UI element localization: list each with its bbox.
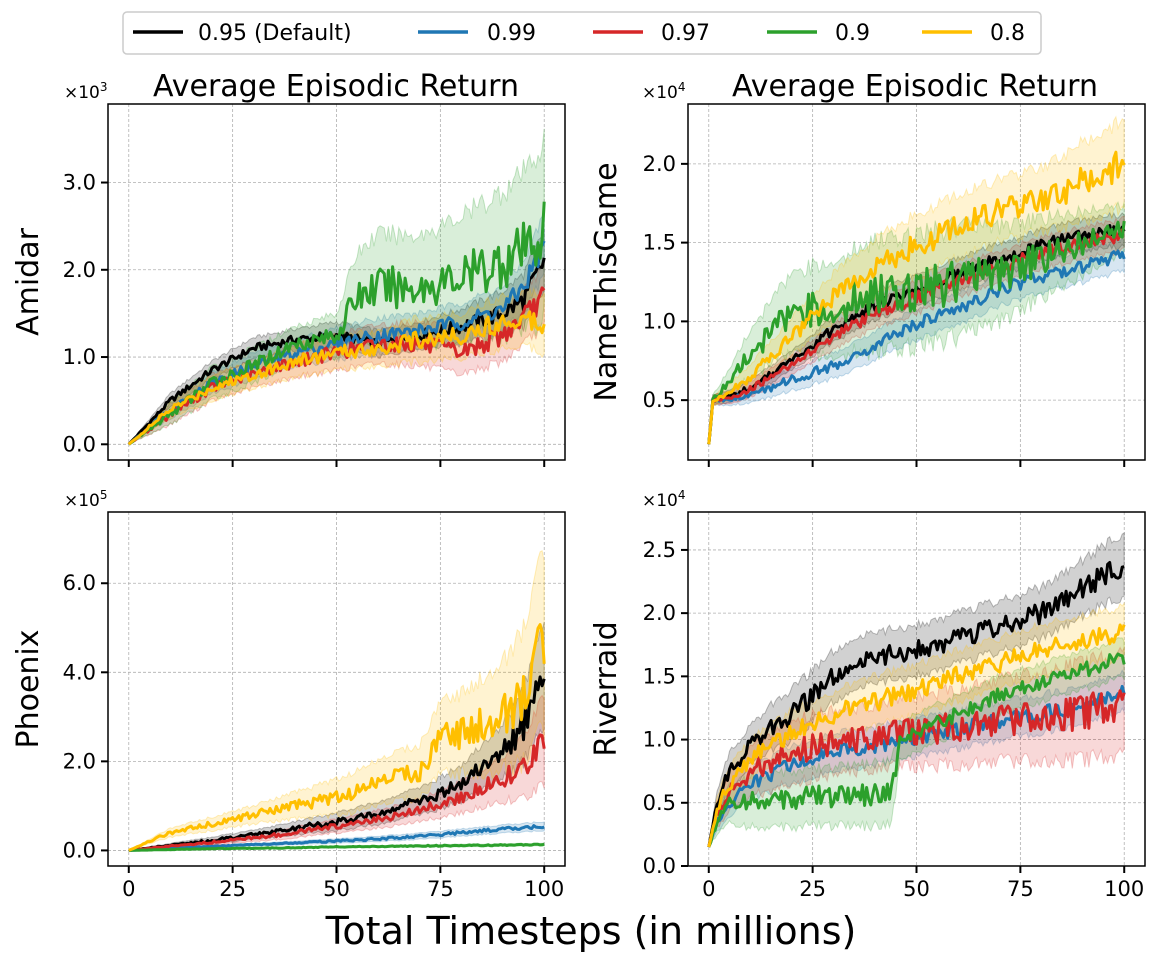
- x-tick-label: 75: [427, 877, 454, 901]
- plot-area: [127, 128, 546, 446]
- plot-area: [707, 115, 1126, 445]
- axis-multiplier: ×105: [64, 488, 108, 511]
- y-tick-label: 4.0: [63, 660, 96, 684]
- series-line-1: [128, 824, 545, 852]
- plot-area: [707, 532, 1126, 848]
- y-tick-label: 2.5: [643, 538, 676, 562]
- axis-multiplier-exponent: 5: [100, 488, 108, 502]
- legend-label-3: 0.9: [835, 21, 870, 46]
- x-axis-label: Total Timesteps (in millions): [325, 909, 857, 953]
- legend-label-4: 0.8: [990, 21, 1025, 46]
- x-tick-label: 100: [1104, 877, 1144, 901]
- y-tick-label: 2.0: [63, 258, 96, 282]
- panel-phoenix: 0 25 50 75 100 0.0 2.0 4.0 6.0 ×105 Phoenix: [11, 488, 566, 901]
- y-tick-label: 2.0: [63, 749, 96, 773]
- y-tick-label: 0.0: [63, 432, 96, 456]
- legend-entry-4: 0.8: [922, 21, 1025, 46]
- y-tick-label: 6.0: [63, 571, 96, 595]
- axis-multiplier: ×104: [642, 80, 686, 103]
- y-axis-label: Amidar: [11, 227, 46, 336]
- panel-namethisgame: 0.5 1.0 1.5 2.0 ×104 Average Episodic Return N…: [589, 69, 1146, 467]
- x-tick-label: 25: [219, 877, 246, 901]
- x-tick-label: 25: [799, 877, 826, 901]
- series-line-4: [128, 623, 546, 852]
- axis-multiplier-exponent: 4: [678, 80, 686, 94]
- legend: 0.95 (Default) 0.99 0.97 0.9 0.8: [122, 11, 1042, 55]
- y-tick-label: 3.0: [63, 171, 96, 195]
- panel-amidar: 0.0 1.0 2.0 3.0 ×103 Average Episodic Return A…: [11, 69, 566, 467]
- y-axis-label: Phoenix: [11, 629, 46, 748]
- y-axis-label: NameThisGame: [589, 162, 624, 401]
- y-tick-label: 0.5: [643, 791, 676, 815]
- series-band-0: [708, 532, 1125, 848]
- axis-multiplier: ×104: [642, 488, 686, 511]
- legend-label-2: 0.97: [661, 21, 710, 46]
- legend-entry-0: 0.95 (Default): [133, 21, 352, 46]
- y-tick-label: 1.5: [643, 231, 676, 255]
- x-tick-label: 0: [702, 877, 715, 901]
- axis-multiplier-exponent: 3: [100, 80, 108, 94]
- legend-label-1: 0.99: [487, 21, 536, 46]
- legend-entry-1: 0.99: [418, 21, 536, 46]
- panel-title: Average Episodic Return: [732, 69, 1098, 104]
- x-tick-label: 100: [524, 877, 564, 901]
- y-tick-label: 2.0: [643, 601, 676, 625]
- series-line-4: [127, 310, 546, 446]
- y-tick-label: 0.0: [63, 838, 96, 862]
- series-line-2: [707, 689, 1126, 848]
- y-tick-label: 0.5: [643, 388, 676, 412]
- axis-multiplier-exponent: 4: [678, 488, 686, 502]
- panel-title: Average Episodic Return: [153, 69, 519, 104]
- series-line-4: [707, 623, 1126, 848]
- x-tick-label: 75: [1007, 877, 1034, 901]
- y-tick-label: 1.0: [643, 309, 676, 333]
- series-line-4: [707, 150, 1126, 445]
- series-line-0: [707, 561, 1125, 848]
- y-tick-label: 1.5: [643, 664, 676, 688]
- y-tick-label: 1.0: [63, 345, 96, 369]
- series-line-3: [128, 842, 545, 852]
- y-tick-label: 1.0: [643, 728, 676, 752]
- plot-area: [128, 550, 546, 852]
- x-tick-label: 50: [903, 877, 930, 901]
- series-line-3: [707, 652, 1126, 848]
- legend-entry-3: 0.9: [767, 21, 870, 46]
- series-line-1: [707, 249, 1126, 445]
- y-tick-label: 0.0: [643, 854, 676, 878]
- series-line-2: [128, 733, 546, 852]
- series-line-3: [707, 220, 1126, 445]
- panel-riverraid: 0 25 50 75 100 0.0 0.5 1.0 1.5 2.0 2.5 ×104 Riverrai…: [589, 488, 1146, 901]
- y-axis-label: Riverraid: [589, 621, 624, 756]
- x-tick-label: 50: [323, 877, 350, 901]
- legend-frame: [122, 11, 1042, 55]
- legend-label-0: 0.95 (Default): [198, 21, 352, 46]
- series-line-2: [127, 286, 546, 446]
- axis-multiplier: ×103: [64, 80, 108, 103]
- x-tick-label: 0: [122, 877, 135, 901]
- legend-entry-2: 0.97: [593, 21, 710, 46]
- y-tick-label: 2.0: [643, 152, 676, 176]
